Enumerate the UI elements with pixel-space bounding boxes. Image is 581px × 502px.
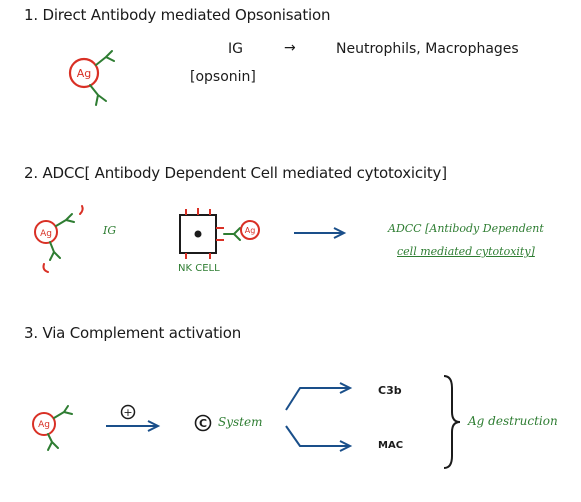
brace-icon xyxy=(443,375,461,469)
complement-symbol: C xyxy=(199,417,207,430)
bound-antigen-label: Ag xyxy=(245,226,256,235)
section2-heading: 2. ADCC[ Antibody Dependent Cell mediate… xyxy=(24,164,447,182)
c3b-label: C3b xyxy=(378,384,402,397)
antigen-antibody-icon: Ag xyxy=(34,205,84,273)
antigen-label: Ag xyxy=(40,229,52,239)
ig-label: IG xyxy=(228,41,243,57)
antigen-antibody-icon: Ag xyxy=(68,50,115,106)
ig-label: IG xyxy=(103,224,117,237)
arrow-right-icon xyxy=(106,420,161,432)
mac-label: MAC xyxy=(378,440,404,451)
section3-heading: 3. Via Complement activation xyxy=(24,324,242,342)
plus-symbol: + xyxy=(123,406,132,419)
nk-cell-icon: Ag xyxy=(179,208,260,259)
antigen-label: Ag xyxy=(38,420,50,430)
adcc-result-line2: cell mediated cytotoxity] xyxy=(397,245,535,258)
ag-destruction-label: Ag destruction xyxy=(468,414,558,428)
adcc-result-line1: ADCC [Antibody Dependent xyxy=(388,222,544,235)
target-cells-label: Neutrophils, Macrophages xyxy=(336,41,519,57)
branch-arrows xyxy=(285,382,353,452)
nk-cell-label: NK CELL xyxy=(178,263,220,274)
circled-plus-icon: + xyxy=(120,404,136,420)
arrow-right-icon: → xyxy=(284,40,296,56)
arrow-right-icon xyxy=(294,227,347,239)
opsonin-label: [opsonin] xyxy=(190,69,256,85)
antigen-antibody-icon: Ag xyxy=(32,405,73,451)
antigen-label: Ag xyxy=(77,67,92,80)
section1-heading: 1. Direct Antibody mediated Opsonisation xyxy=(24,6,331,24)
circled-c-icon: C xyxy=(194,414,212,432)
system-label: System xyxy=(218,415,263,429)
